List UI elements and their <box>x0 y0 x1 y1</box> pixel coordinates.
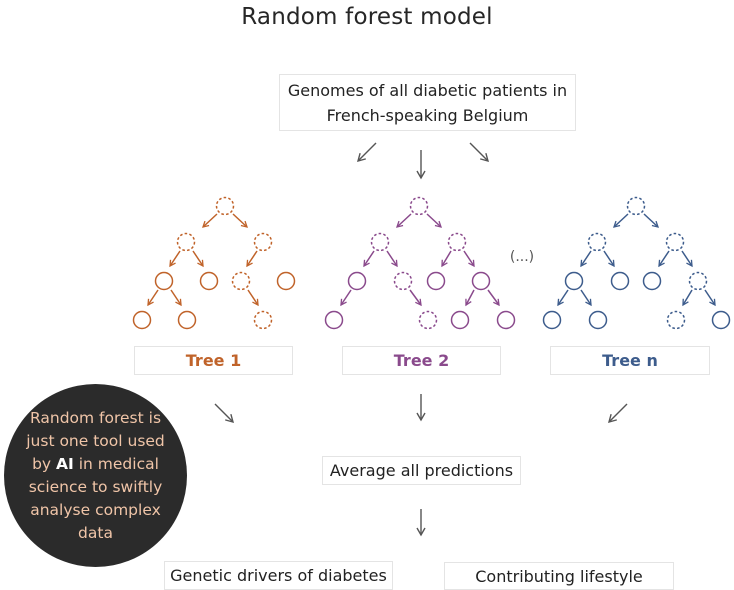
tree-2-edge <box>386 250 398 268</box>
input-box-line-1: Genomes of all diabetic patients in <box>287 80 568 100</box>
output-lifestyle-text: Contributing lifestyle <box>475 566 643 586</box>
arrow-tree-n-to-average <box>608 403 628 423</box>
tree-1-label-text: Tree 1 <box>185 351 242 370</box>
tree-1-node <box>199 271 219 291</box>
input-box-line-2: French-speaking Belgium <box>326 105 529 125</box>
ai-note-text: Random forest is just one tool used by A… <box>16 407 176 545</box>
tree-1 <box>132 196 296 330</box>
tree-1-node <box>253 310 273 330</box>
tree-2-node <box>471 271 491 291</box>
tree-1-edge <box>247 289 259 307</box>
tree-1-node <box>176 232 196 252</box>
output-genetic-drivers-text: Genetic drivers of diabetes <box>170 566 387 585</box>
tree-n-edge <box>557 289 569 307</box>
tree-n-edge <box>613 213 629 228</box>
tree-2-node <box>447 232 467 252</box>
input-box: Genomes of all diabetic patients in Fren… <box>279 74 576 131</box>
tree-n-node <box>626 196 646 216</box>
tree-n-node <box>610 271 630 291</box>
tree-1-node <box>253 232 273 252</box>
tree-n-edge <box>643 213 659 228</box>
tree-2-edge <box>487 289 500 307</box>
tree-n-node <box>666 310 686 330</box>
tree-n-edge <box>580 289 592 307</box>
tree-2-node <box>409 196 429 216</box>
tree-n-node <box>642 271 662 291</box>
tree-n <box>542 196 731 330</box>
tree-n-node <box>588 310 608 330</box>
tree-n-edge <box>704 289 716 307</box>
ellipsis-text: (...) <box>510 249 534 265</box>
tree-2-node <box>450 310 470 330</box>
tree-2-node <box>347 271 367 291</box>
ai-note-circle: Random forest is just one tool used by A… <box>4 384 187 567</box>
tree-2-node <box>370 232 390 252</box>
output-lifestyle: Contributing lifestyle <box>444 562 674 590</box>
tree-1-edge <box>170 289 182 307</box>
tree-1-node <box>215 196 235 216</box>
average-box: Average all predictions <box>322 456 521 485</box>
tree-n-edge <box>580 250 592 268</box>
tree-2 <box>324 196 516 330</box>
arrow-input-to-tree-1 <box>357 142 377 162</box>
tree-2-node <box>324 310 344 330</box>
tree-n-edge <box>603 250 615 268</box>
tree-2-edge <box>441 250 452 268</box>
average-box-text: Average all predictions <box>329 461 514 480</box>
tree-n-node <box>688 271 708 291</box>
tree-n-node <box>542 310 562 330</box>
tree-1-edge <box>192 250 204 268</box>
tree-2-edge <box>409 289 422 307</box>
ai-note-before: Random forest is just one tool used by <box>26 408 165 473</box>
tree-2-edge <box>463 250 475 268</box>
tree-2-edge <box>465 289 475 307</box>
ai-note-highlight: AI <box>56 454 74 473</box>
tree-2-node <box>426 271 446 291</box>
tree-n-node <box>711 310 731 330</box>
tree-1-node <box>231 271 251 291</box>
tree-n-node <box>665 232 685 252</box>
tree-1-node <box>276 271 296 291</box>
tree-2-label-text: Tree 2 <box>393 351 450 370</box>
tree-2-node <box>418 310 438 330</box>
tree-2-node <box>496 310 516 330</box>
tree-1-edge <box>246 250 258 268</box>
diagram-title: Random forest model <box>241 4 493 30</box>
arrow-input-to-tree-n <box>469 142 489 162</box>
tree-n-label-text: Tree n <box>602 351 658 370</box>
tree-n-node <box>587 232 607 252</box>
tree-n-node <box>564 271 584 291</box>
tree-n-edge <box>681 250 693 268</box>
tree-n-label: Tree n <box>550 346 710 375</box>
ai-note-after: in medical science to swiftly analyse co… <box>28 454 163 542</box>
tree-2-label: Tree 2 <box>342 346 501 375</box>
tree-1-node <box>177 310 197 330</box>
tree-2-edge <box>396 213 412 228</box>
tree-2-edge <box>340 289 352 307</box>
tree-n-edge <box>682 289 693 307</box>
tree-1-edge <box>202 213 218 228</box>
tree-2-edge <box>363 250 375 268</box>
arrow-tree-1-to-average <box>214 403 234 423</box>
tree-1-label: Tree 1 <box>134 346 293 375</box>
tree-1-node <box>132 310 152 330</box>
output-genetic-drivers: Genetic drivers of diabetes <box>164 561 393 590</box>
tree-n-edge <box>658 250 670 268</box>
tree-2-edge <box>426 213 442 228</box>
tree-2-node <box>393 271 413 291</box>
tree-1-edge <box>232 213 248 228</box>
tree-1-edge <box>169 250 181 268</box>
tree-1-edge <box>147 289 159 307</box>
tree-1-node <box>154 271 174 291</box>
